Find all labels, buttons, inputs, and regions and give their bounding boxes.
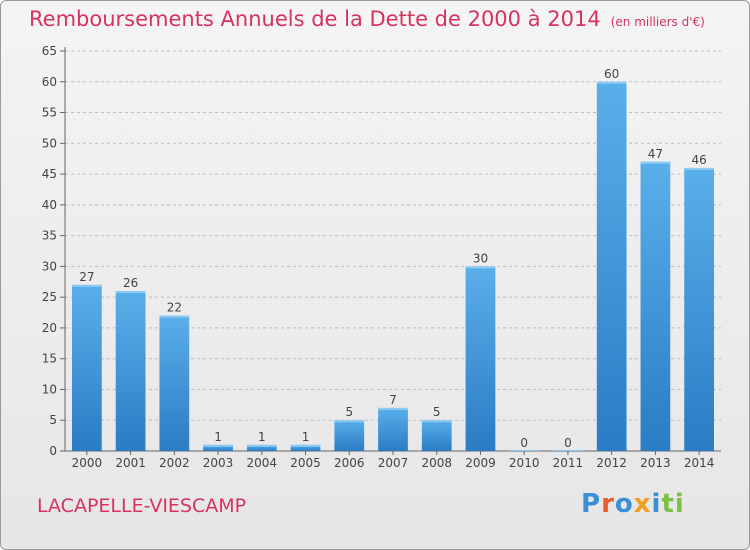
bar-2007 <box>378 407 408 451</box>
bar-2008 <box>421 420 452 451</box>
bar-2005 <box>290 444 321 451</box>
x-tick-label-2006: 2006 <box>334 456 365 470</box>
logo-letter: i <box>674 489 685 519</box>
y-tick-label-0: 0 <box>49 444 57 458</box>
data-label-2012: 60 <box>604 67 619 81</box>
bar-highlight-2014 <box>684 167 715 170</box>
commune-name: LACAPELLE-VIESCAMP <box>37 495 247 517</box>
y-tick-label-15: 15 <box>42 352 57 366</box>
y-tick-label-25: 25 <box>42 290 57 304</box>
x-tick-label-2014: 2014 <box>684 456 715 470</box>
data-label-2004: 1 <box>258 430 266 444</box>
y-tick-label-30: 30 <box>42 259 57 273</box>
x-tick-label-2003: 2003 <box>203 456 234 470</box>
bar-highlight-2012 <box>596 81 627 84</box>
x-tick-label-2005: 2005 <box>290 456 321 470</box>
y-tick-label-5: 5 <box>49 413 57 427</box>
bar-highlight-2009 <box>465 266 496 269</box>
y-tick-label-55: 55 <box>42 106 57 120</box>
x-tick-label-2011: 2011 <box>553 456 584 470</box>
bar-2000 <box>71 284 102 451</box>
bar-highlight-2000 <box>71 284 102 287</box>
y-tick-label-65: 65 <box>42 44 57 58</box>
x-tick-label-2007: 2007 <box>378 456 409 470</box>
bar-2012 <box>596 81 627 452</box>
chart-unit: (en milliers d'€) <box>610 15 705 29</box>
data-label-2003: 1 <box>214 430 222 444</box>
logo-letter: o <box>614 489 634 519</box>
data-label-2002: 22 <box>167 301 182 315</box>
data-label-2009: 30 <box>473 251 488 265</box>
x-tick-label-2004: 2004 <box>247 456 278 470</box>
x-tick-label-2001: 2001 <box>115 456 146 470</box>
bars <box>71 81 715 452</box>
x-tick-label-2008: 2008 <box>421 456 452 470</box>
bar-2004 <box>246 444 277 451</box>
bar-highlight-2007 <box>378 407 408 410</box>
data-label-2007: 7 <box>389 393 397 407</box>
data-label-2005: 1 <box>302 430 310 444</box>
data-label-2006: 5 <box>345 405 353 419</box>
bar-highlight-2003 <box>203 444 233 447</box>
bar-highlight-2004 <box>246 444 277 447</box>
bar-2014 <box>684 167 715 451</box>
bar-highlight-2010 <box>509 450 540 451</box>
data-label-2014: 46 <box>691 153 706 167</box>
x-tick-label-2012: 2012 <box>596 456 627 470</box>
bar-highlight-2001 <box>115 291 146 293</box>
chart-title-text: Remboursements Annuels de la Dette de 20… <box>29 7 601 31</box>
logo-letter: r <box>601 489 615 519</box>
bar-highlight-2005 <box>290 444 321 447</box>
bar-2001 <box>115 291 146 451</box>
bar-highlight-2013 <box>640 161 671 164</box>
bar-highlight-2006 <box>334 420 365 423</box>
logo-letter: i <box>651 489 662 519</box>
logo-letter: t <box>661 489 675 519</box>
x-tick-label-2000: 2000 <box>72 456 103 470</box>
x-tick-label-2009: 2009 <box>465 456 496 470</box>
x-tick-label-2010: 2010 <box>509 456 540 470</box>
y-tick-label-50: 50 <box>42 136 57 150</box>
y-tick-label-10: 10 <box>42 382 57 396</box>
y-tick-label-35: 35 <box>42 229 57 243</box>
logo-letter: x <box>633 489 652 519</box>
y-tick-label-60: 60 <box>42 75 57 89</box>
y-tick-label-20: 20 <box>42 321 57 335</box>
bar-highlight-2008 <box>421 420 452 423</box>
proxiti-logo: Proxiti <box>581 489 685 519</box>
bar-2003 <box>203 444 233 451</box>
y-tick-label-45: 45 <box>42 167 57 181</box>
bar-2013 <box>640 161 671 451</box>
chart-title: Remboursements Annuels de la Dette de 20… <box>29 7 705 31</box>
bar-2002 <box>159 315 190 451</box>
bar-2006 <box>334 420 365 451</box>
data-label-2010: 0 <box>520 436 528 450</box>
x-tick-label-2013: 2013 <box>640 456 671 470</box>
bar-2009 <box>465 266 496 451</box>
data-label-2013: 47 <box>648 147 663 161</box>
y-tick-label-40: 40 <box>42 198 57 212</box>
labels: 0510152025303540455055606527200026200122… <box>42 44 715 470</box>
bar-highlight-2011 <box>553 450 583 451</box>
data-label-2001: 26 <box>123 276 138 290</box>
x-tick-label-2002: 2002 <box>159 456 190 470</box>
data-label-2000: 27 <box>79 270 94 284</box>
data-label-2011: 0 <box>564 436 572 450</box>
bar-highlight-2002 <box>159 315 190 318</box>
data-label-2008: 5 <box>433 405 441 419</box>
logo-letter: P <box>581 489 602 519</box>
